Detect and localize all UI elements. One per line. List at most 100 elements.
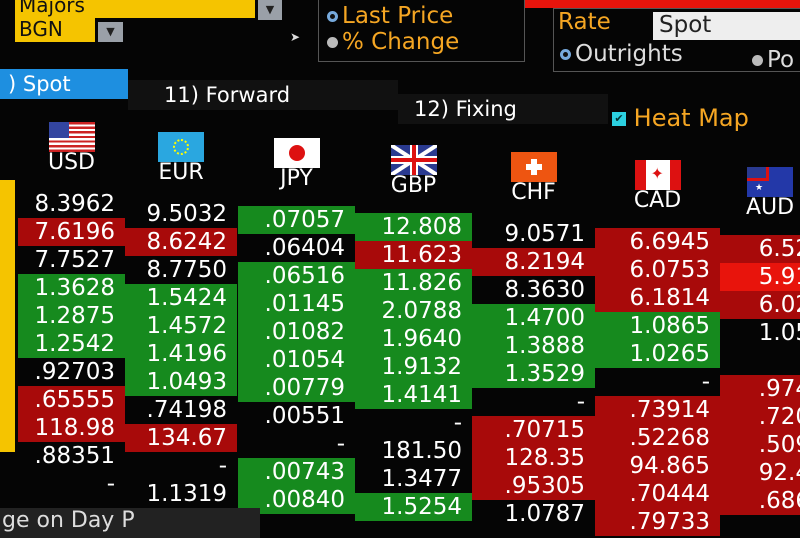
rate-cell[interactable]: 1.05	[720, 319, 800, 347]
rate-cell[interactable]: .65555	[18, 386, 125, 414]
rate-cell[interactable]: .01145	[238, 290, 355, 318]
chevron-down-icon[interactable]: ▼	[98, 22, 123, 42]
rate-cell[interactable]: -	[18, 470, 125, 498]
rate-cell[interactable]: 8.3962	[18, 190, 125, 218]
radio-icon[interactable]	[752, 55, 763, 66]
rate-cell[interactable]: .00779	[238, 374, 355, 402]
rate-input[interactable]: Spot	[653, 12, 800, 40]
rate-cell[interactable]: 8.7750	[125, 256, 237, 284]
column-header[interactable]: GBP	[390, 173, 437, 198]
radio-icon[interactable]	[560, 49, 571, 60]
rate-cell[interactable]: 6.02	[720, 291, 800, 319]
tab-fixing[interactable]: 12) Fixing	[398, 94, 608, 124]
rate-cell[interactable]: -	[720, 347, 800, 375]
rate-cell[interactable]: .00551	[238, 402, 355, 430]
rate-cell[interactable]: 92.4	[720, 459, 800, 487]
rate-cell[interactable]: 1.3477	[355, 465, 472, 493]
rate-cell[interactable]: 9.0571	[472, 220, 595, 248]
rate-cell[interactable]: .686	[720, 487, 800, 515]
rate-cell[interactable]: 1.4572	[125, 312, 237, 340]
rate-cell[interactable]: 6.6945	[595, 228, 720, 256]
rate-cell[interactable]: .06404	[238, 234, 355, 262]
column-header[interactable]: CHF	[511, 180, 556, 205]
column-header[interactable]: JPY	[280, 166, 313, 191]
column-header[interactable]: CAD	[633, 188, 682, 213]
rate-cell[interactable]: .70715	[472, 416, 595, 444]
rate-cell[interactable]: 6.52	[720, 235, 800, 263]
rate-cell[interactable]: 8.3630	[472, 276, 595, 304]
rate-cell[interactable]: 7.6196	[18, 218, 125, 246]
rate-cell[interactable]: 134.67	[125, 424, 237, 452]
rate-cell[interactable]: .74198	[125, 396, 237, 424]
rate-cell[interactable]: .95305	[472, 472, 595, 500]
rate-cell[interactable]: 8.6242	[125, 228, 237, 256]
rate-cell[interactable]: .00840	[238, 486, 355, 514]
rate-cell[interactable]: 118.98	[18, 414, 125, 442]
tab-forward[interactable]: 11) Forward	[128, 80, 398, 110]
rate-cell[interactable]: 7.7527	[18, 246, 125, 274]
rate-cell[interactable]: 8.2194	[472, 248, 595, 276]
rate-cell[interactable]: 1.5254	[355, 493, 472, 521]
rate-cell[interactable]: -	[595, 368, 720, 396]
radio-points[interactable]: Po	[752, 47, 794, 73]
rate-cell[interactable]: -	[472, 388, 595, 416]
rate-cell[interactable]: 2.0788	[355, 297, 472, 325]
rate-cell[interactable]: .92703	[18, 358, 125, 386]
rate-cell[interactable]: 1.0265	[595, 340, 720, 368]
rate-cell[interactable]: .01082	[238, 318, 355, 346]
rate-cell[interactable]: 12.808	[355, 213, 472, 241]
rate-cell[interactable]: 1.3628	[18, 274, 125, 302]
rate-cell[interactable]: -	[125, 452, 237, 480]
rate-cell[interactable]: 5.91	[720, 263, 800, 291]
rate-cell[interactable]: 1.0865	[595, 312, 720, 340]
rate-cell[interactable]: 1.2875	[18, 302, 125, 330]
rate-cell[interactable]: 6.1814	[595, 284, 720, 312]
rate-cell[interactable]: .06516	[238, 262, 355, 290]
rate-cell[interactable]: 1.9640	[355, 325, 472, 353]
rate-cell[interactable]: 1.3529	[472, 360, 595, 388]
rate-cell[interactable]: 128.35	[472, 444, 595, 472]
rate-cell[interactable]: .79733	[595, 508, 720, 536]
radio-icon[interactable]	[327, 37, 338, 48]
radio-percent-change[interactable]: % Change	[327, 29, 516, 55]
column-header[interactable]: AUD	[745, 195, 795, 220]
rate-cell[interactable]: 1.2542	[18, 330, 125, 358]
rate-cell[interactable]: 1.0787	[472, 500, 595, 528]
group-dropdown[interactable]: Majors	[15, 0, 255, 18]
rate-cell[interactable]: 1.9132	[355, 353, 472, 381]
column-header[interactable]: EUR	[158, 160, 204, 185]
rate-cell[interactable]: .00743	[238, 458, 355, 486]
tab-spot[interactable]: ) Spot	[0, 69, 128, 99]
rate-cell[interactable]: 1.4700	[472, 304, 595, 332]
rate-cell[interactable]: 11.826	[355, 269, 472, 297]
chevron-down-icon[interactable]: ▼	[258, 0, 282, 20]
rate-cell[interactable]: 6.0753	[595, 256, 720, 284]
rate-cell[interactable]: -	[238, 430, 355, 458]
rate-cell[interactable]: .73914	[595, 396, 720, 424]
rate-cell[interactable]: 1.5424	[125, 284, 237, 312]
rate-cell[interactable]: 9.5032	[125, 200, 237, 228]
heat-map-checkbox[interactable]: ✔ Heat Map	[612, 104, 749, 132]
radio-outrights[interactable]: Outrights	[560, 41, 683, 67]
rate-cell[interactable]: 1.4141	[355, 381, 472, 409]
checkbox-checked-icon[interactable]: ✔	[612, 112, 626, 126]
rate-cell[interactable]: .07057	[238, 206, 355, 234]
rate-cell[interactable]: 1.1319	[125, 480, 237, 508]
rate-cell[interactable]: .509	[720, 431, 800, 459]
rate-cell[interactable]: .974	[720, 375, 800, 403]
rate-cell[interactable]: .70444	[595, 480, 720, 508]
column-header[interactable]: USD	[47, 150, 95, 175]
radio-icon[interactable]	[327, 11, 338, 22]
rate-cell[interactable]: .52268	[595, 424, 720, 452]
rate-cell[interactable]: .88351	[18, 442, 125, 470]
rate-cell[interactable]: 181.50	[355, 437, 472, 465]
rate-cell[interactable]: 1.0493	[125, 368, 237, 396]
rate-cell[interactable]: -	[355, 409, 472, 437]
radio-last-price[interactable]: Last Price	[327, 3, 516, 29]
rate-cell[interactable]: .720	[720, 403, 800, 431]
rate-cell[interactable]: 94.865	[595, 452, 720, 480]
rate-cell[interactable]: 1.3888	[472, 332, 595, 360]
source-dropdown[interactable]: BGN	[15, 18, 95, 42]
rate-cell[interactable]: 11.623	[355, 241, 472, 269]
rate-cell[interactable]: .01054	[238, 346, 355, 374]
